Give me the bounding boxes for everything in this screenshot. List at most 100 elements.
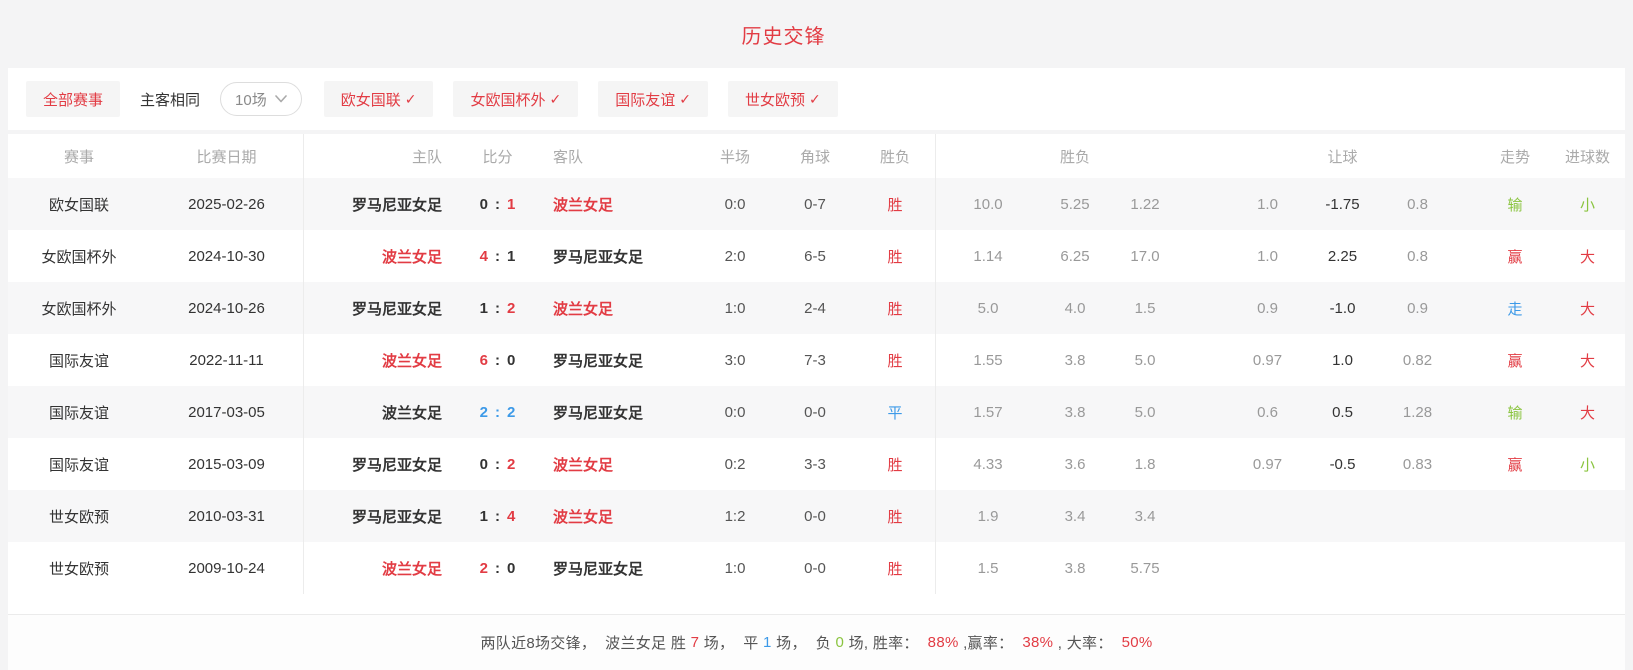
cell-league: 世女欧预 — [48, 508, 109, 526]
cell-odds-away: 5.0 — [1134, 351, 1156, 369]
score-home: 1 — [479, 507, 488, 525]
score-away: 0 — [507, 559, 516, 577]
cell-league: 国际友谊 — [48, 404, 109, 422]
cell-away-team: 波兰女足 — [553, 300, 614, 318]
cell-goals: 小 — [1579, 196, 1595, 214]
cell-trend — [1480, 490, 1550, 542]
cell-goals: 大 — [1579, 404, 1595, 422]
cell-result: 胜 — [887, 456, 903, 474]
cell-odds-home: 1.9 — [935, 490, 1040, 542]
cell-corners: 6-5 — [804, 247, 826, 265]
summary-text: , 大率： — [1053, 635, 1122, 652]
score-colon: : — [495, 455, 500, 473]
same-home-away-label: 主客相同 — [140, 91, 201, 109]
cell-handicap-home: 1.0 — [1257, 195, 1278, 213]
table-body: 欧女国联 2025-02-26 罗马尼亚女足 0:1 波兰女足 0:0 0-7 … — [8, 178, 1625, 594]
header-away: 客队 — [553, 148, 584, 166]
cell-corners: 3-3 — [804, 455, 826, 473]
cell-goals: 大 — [1579, 352, 1595, 370]
cell-handicap-home: 0.9 — [1257, 299, 1278, 317]
section-divider — [8, 130, 1625, 134]
summary-text: 7 — [690, 634, 700, 651]
cell-handicap-away: 0.9 — [1407, 299, 1428, 317]
cell-halftime: 0:0 — [724, 403, 746, 421]
score-colon: : — [495, 299, 500, 317]
cell-result: 胜 — [887, 300, 903, 318]
cell-home-team: 波兰女足 — [303, 334, 460, 386]
cell-corners: 0-7 — [804, 195, 826, 213]
summary-text: 88% — [927, 634, 959, 651]
cell-halftime: 0:2 — [724, 455, 746, 473]
page-title: 历史交锋 — [741, 25, 826, 48]
cell-goals — [1550, 490, 1625, 542]
cell-score: 6:0 — [460, 334, 535, 386]
summary-text: 场， 平 — [699, 635, 764, 652]
cell-handicap-away: 1.28 — [1402, 403, 1433, 421]
cell-trend: 赢 — [1507, 248, 1523, 266]
score-home: 0 — [479, 455, 488, 473]
cell-goals: 大 — [1579, 300, 1595, 318]
filter-all-matches-button[interactable]: 全部赛事 — [26, 81, 121, 117]
score-away: 0 — [507, 351, 516, 369]
cell-home-team: 波兰女足 — [303, 542, 460, 594]
score-colon: : — [495, 247, 500, 265]
cell-halftime: 0:0 — [724, 195, 746, 213]
cell-odds-home: 4.33 — [935, 438, 1040, 490]
cell-score: 2:2 — [460, 386, 535, 438]
check-icon: ✓ — [549, 90, 562, 107]
header-halftime: 半场 — [719, 148, 750, 166]
cell-league: 国际友谊 — [48, 352, 109, 370]
cell-away-team: 波兰女足 — [553, 196, 614, 214]
cell-away-team: 罗马尼亚女足 — [553, 352, 644, 370]
cell-handicap-home: 0.97 — [1252, 351, 1283, 369]
cell-result: 胜 — [887, 560, 903, 578]
cell-odds-home: 1.5 — [935, 542, 1040, 594]
cell-home-team: 罗马尼亚女足 — [303, 438, 460, 490]
cell-handicap-line: 1.0 — [1332, 351, 1353, 369]
cell-date: 2017-03-05 — [188, 403, 265, 421]
cell-halftime: 1:0 — [724, 299, 746, 317]
cell-handicap-away: 0.82 — [1402, 351, 1433, 369]
table-header: 赛事 比赛日期 主队 比分 客队 半场 角球 胜负 胜负 让球 走势 进球数 — [8, 134, 1625, 178]
cell-handicap-line: -0.5 — [1329, 455, 1356, 473]
summary-text: 0 — [835, 634, 845, 651]
cell-league: 国际友谊 — [48, 456, 109, 474]
cell-date: 2009-10-24 — [188, 559, 265, 577]
filter-league-3-button[interactable]: 世女欧预 ✓ — [727, 81, 838, 117]
cell-halftime: 3:0 — [724, 351, 746, 369]
score-home: 2 — [479, 559, 488, 577]
cell-odds-home: 1.14 — [935, 230, 1040, 282]
cell-home-team: 波兰女足 — [303, 386, 460, 438]
cell-league: 女欧国杯外 — [41, 300, 117, 318]
cell-date: 2022-11-11 — [189, 351, 264, 369]
cell-away-team: 罗马尼亚女足 — [553, 248, 644, 266]
cell-handicap-home: 0.97 — [1252, 455, 1283, 473]
match-count-dropdown[interactable]: 10场 — [220, 82, 302, 116]
cell-odds-draw: 3.8 — [1064, 403, 1086, 421]
cell-corners: 0-0 — [804, 507, 826, 525]
score-away: 2 — [507, 403, 516, 421]
filter-league-2-button[interactable]: 国际友谊 ✓ — [598, 81, 708, 117]
cell-score: 0:2 — [460, 438, 535, 490]
cell-corners: 7-3 — [804, 351, 826, 369]
summary-text: 50% — [1121, 634, 1153, 651]
cell-odds-away: 1.22 — [1130, 195, 1160, 213]
summary-text: ,赢率： — [958, 635, 1023, 652]
cell-odds-draw: 3.8 — [1064, 559, 1086, 577]
cell-score: 2:0 — [460, 542, 535, 594]
header-trend: 走势 — [1499, 148, 1530, 166]
score-colon: : — [495, 559, 500, 577]
score-home: 0 — [479, 195, 488, 213]
cell-date: 2025-02-26 — [188, 195, 265, 213]
cell-odds-away: 1.5 — [1134, 299, 1156, 317]
cell-odds-away: 17.0 — [1130, 247, 1160, 265]
cell-goals: 大 — [1579, 248, 1595, 266]
score-colon: : — [495, 351, 500, 369]
cell-home-team: 罗马尼亚女足 — [303, 490, 460, 542]
cell-odds-away: 3.4 — [1134, 507, 1156, 525]
cell-handicap-away — [1380, 542, 1455, 594]
cell-result: 胜 — [887, 248, 903, 266]
filter-league-1-button[interactable]: 女欧国杯外 ✓ — [453, 81, 579, 117]
check-icon: ✓ — [808, 90, 821, 107]
filter-league-0-button[interactable]: 欧女国联 ✓ — [323, 81, 434, 117]
